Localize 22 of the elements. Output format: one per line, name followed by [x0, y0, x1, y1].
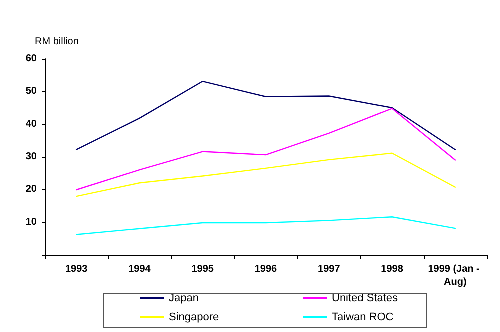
y-tick-label: 20 — [26, 184, 38, 196]
y-tick-label: 30 — [26, 152, 38, 162]
legend-label: United States — [332, 292, 399, 304]
x-tick-label: 1997 — [318, 264, 341, 275]
x-tick-label: 1998 — [381, 264, 404, 275]
line-series — [76, 108, 456, 191]
legend-label: Japan — [169, 292, 199, 304]
x-tick-label: 1993 — [65, 264, 88, 275]
line-series — [76, 80, 456, 150]
line-series — [76, 216, 456, 236]
x-tick-label: 1999 (Jan - Aug) — [428, 264, 483, 288]
y-axis-title: RM billion — [35, 36, 79, 48]
x-tick-label: 1994 — [128, 264, 152, 275]
x-tick-label: 1996 — [254, 264, 278, 275]
x-tick-label: 1995 — [192, 264, 214, 275]
legend-label: Taiwan ROC — [332, 312, 394, 324]
y-tick-label: 50 — [26, 86, 38, 98]
y-tick-label: 10 — [26, 216, 38, 228]
y-tick-label: 60 — [26, 54, 38, 64]
legend-label: Singapore — [169, 312, 220, 324]
line-series — [76, 152, 456, 198]
y-tick-label: 40 — [26, 118, 38, 130]
